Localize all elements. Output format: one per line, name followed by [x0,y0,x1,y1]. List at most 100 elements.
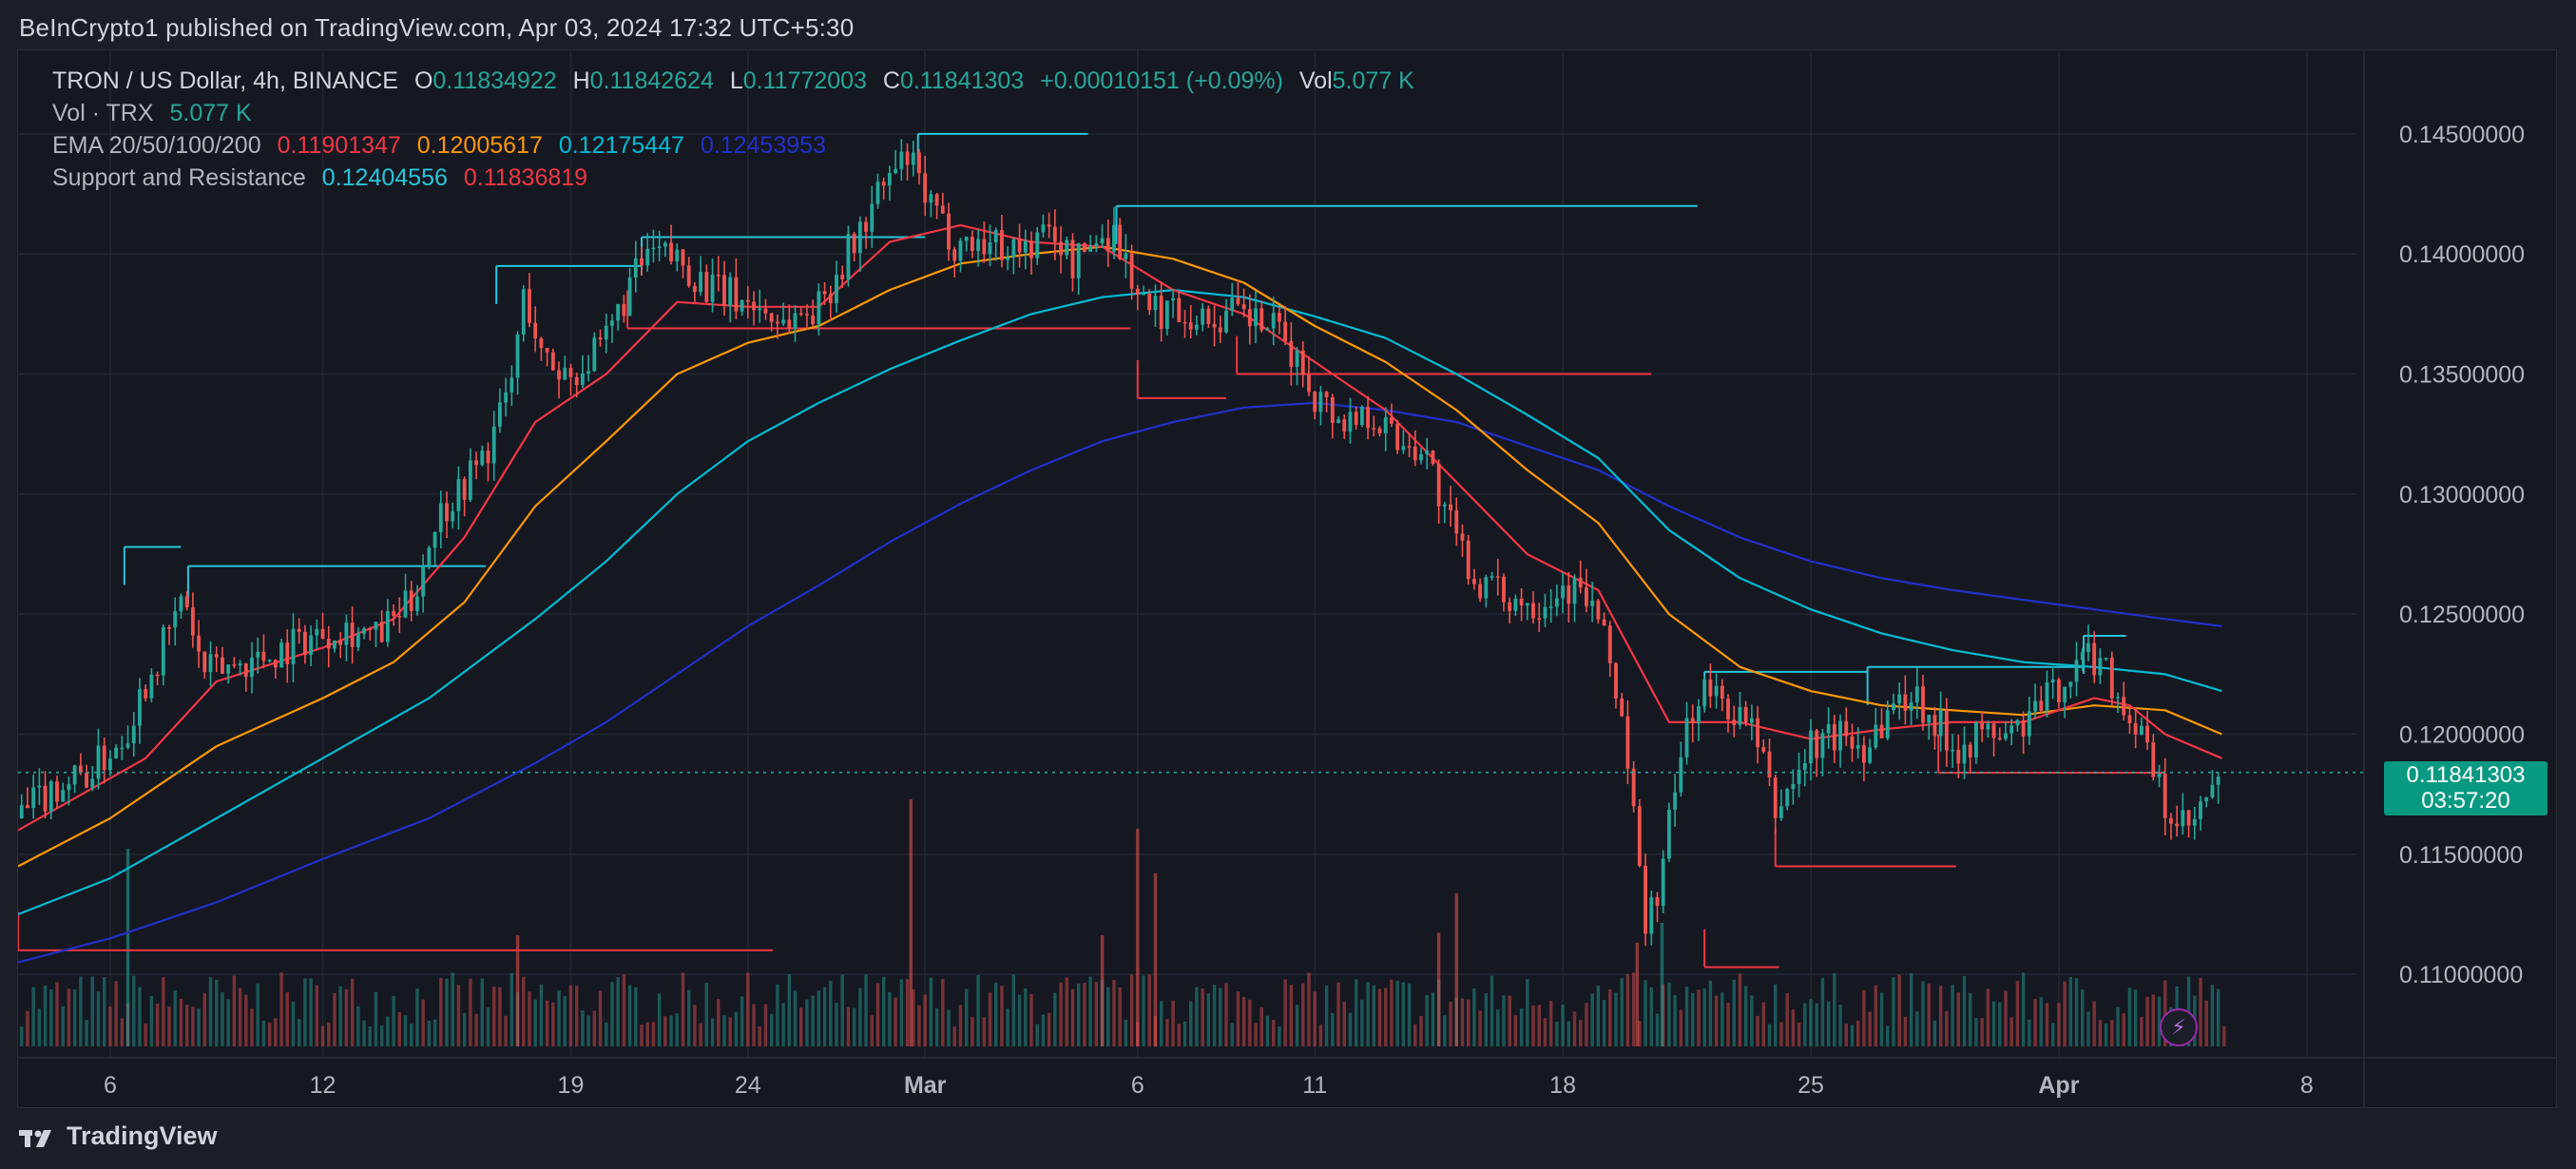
volume-bar [1838,1005,1842,1046]
legend-symbol[interactable]: TRON / US Dollar, 4h, BINANCE [52,67,398,94]
candle-body [1974,722,1978,758]
tradingview-logo-icon [19,1126,57,1147]
volume-bar [1614,992,1618,1046]
price-tick-label: 0.13500000 [2399,362,2525,389]
candle-body [894,168,898,174]
candle-body [1471,579,1476,584]
volume-bar [362,1020,366,1046]
volume-bar [2074,978,2079,1046]
candle-body [651,247,656,250]
chart-pane[interactable]: 0.11000000 0.11500000 0.12000000 0.12500000… [17,49,2557,1108]
volume-bar [1543,1018,1548,1046]
volume-bar-spike [1100,935,1105,1046]
candle-body [1508,602,1512,611]
volume-bar [315,985,319,1046]
volume-bar [1638,1021,1642,1046]
candle-body [1023,240,1028,253]
candle-body [1785,789,1790,807]
volume-bar [1537,1005,1541,1046]
candle-body [2151,742,2156,777]
volume-bar [1219,987,1222,1046]
candlestick-chart[interactable]: 0.11000000 0.11500000 0.12000000 0.12500000… [18,50,2556,1107]
tradingview-logo[interactable]: TradingView [19,1121,218,1151]
volume-bar [634,987,638,1046]
volume-bar [1750,995,1754,1046]
volume-bar [480,978,484,1046]
candle-body [256,651,260,658]
candle-body [1879,724,1884,738]
volume-bar [852,1007,856,1046]
candle-body [964,237,969,241]
volume-bar [1295,1005,1299,1046]
candle-body [1124,253,1128,259]
volume-bar [179,998,183,1046]
candle-body [686,265,691,286]
legend-volume-row[interactable]: Vol · TRX 5.077 K [52,100,261,127]
volume-bar [1177,1024,1182,1046]
price-axis: 0.11000000 0.11500000 0.12000000 0.12500000… [2363,50,2525,1107]
volume-bar [581,1010,585,1046]
legend-low-label: L [729,67,743,94]
volume-bar [1307,972,1311,1046]
candle-body [1195,324,1199,330]
volume-bar [864,974,868,1046]
candle-body [202,651,207,673]
candle-body [1135,288,1140,296]
volume-bar [568,985,573,1046]
candle-body [1230,297,1235,311]
candle-body [1885,710,1890,738]
volume-bar [1035,1024,1039,1046]
volume-bar [114,981,118,1046]
volume-bar [881,976,886,1046]
volume-bar [374,991,378,1046]
legend-ema-row[interactable]: EMA 20/50/100/200 0.11901347 0.12005617 … [52,132,836,160]
candle-body [1006,257,1010,260]
candle-body [55,781,59,802]
candle-body [2004,733,2008,739]
candle-body [1909,701,1913,711]
volume-bar [2222,1025,2226,1046]
candle-body [1596,600,1601,620]
legend-open-value: 0.11834922 [433,67,557,94]
grid [18,50,2356,1058]
volume-bar [1833,973,1836,1046]
volume-bar [1017,994,1022,1046]
volume-bar [1259,1006,1263,1046]
volume-bar [835,1003,838,1046]
volume-bar [1395,980,1399,1046]
volume-bar [397,1011,402,1046]
volume-bar [1862,990,1866,1046]
candle-body [1968,744,1972,758]
candle-body [1761,747,1766,752]
candle-body [1644,865,1647,934]
candle-body [970,237,974,252]
volume-bar [947,1009,951,1046]
volume-bar [1059,982,1063,1046]
volume-bar [303,978,307,1046]
legend-sr-row[interactable]: Support and Resistance 0.12404556 0.1183… [52,164,597,192]
volume-bar [1803,1003,1807,1046]
volume-bar [1721,992,1724,1046]
tradingview-brand: TradingView [67,1121,218,1150]
volume-bar [1360,999,1364,1046]
candle-body [409,590,413,611]
candle-body [704,272,709,302]
ema100-line [18,289,2222,916]
volume-bar [1401,982,1406,1046]
candle-body [1903,694,1908,711]
volume-bar [1956,992,1961,1046]
volume-bar [1655,1013,1660,1046]
candle-body [1289,340,1294,368]
candle-body [2033,700,2037,712]
lightning-icon[interactable]: ⚡ [2160,1008,2198,1046]
volume-bar [2204,1000,2208,1046]
volume-bar [1165,1019,1169,1046]
candle-body [1100,238,1105,244]
volume-bar [958,1005,963,1046]
candle-body [1548,606,1553,608]
candle-body [1815,730,1819,758]
candle-body [1513,598,1518,611]
volume-bar [781,1003,785,1046]
candle-body [155,674,160,677]
volume-bar [2050,1023,2055,1046]
